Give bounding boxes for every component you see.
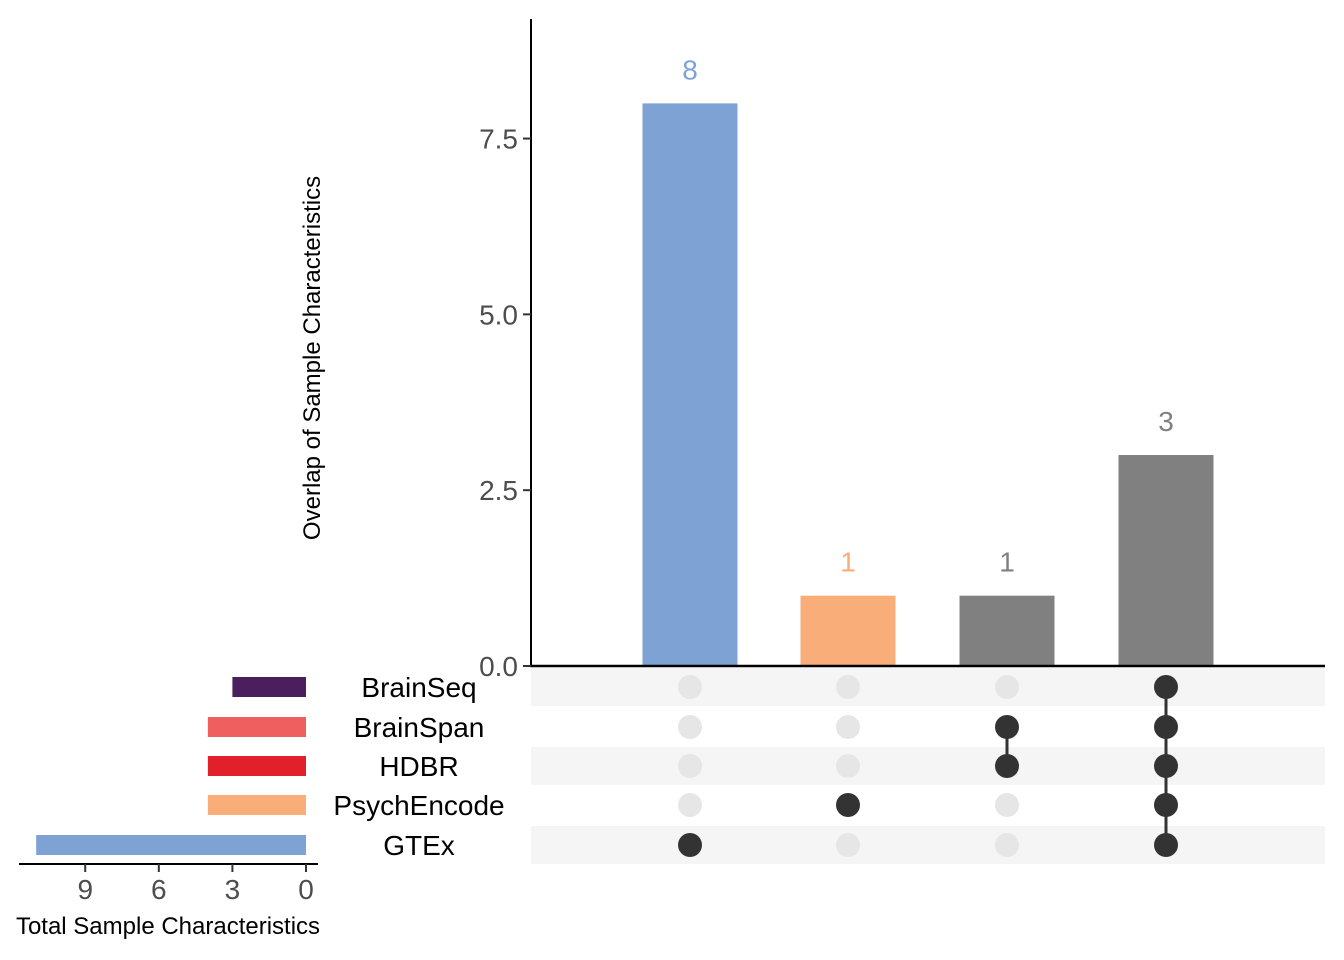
intersection-bar-value: 1 (840, 547, 856, 578)
set-size-axis: 9 6 3 0 (19, 863, 318, 905)
set-labels: BrainSeq BrainSpan HDBR PsychEncode GTEx (333, 672, 504, 861)
matrix-dot-filled (1154, 833, 1178, 857)
matrix-dot-filled (1154, 754, 1178, 778)
matrix-dot-empty (678, 675, 702, 699)
matrix-dot-empty (678, 754, 702, 778)
set-label-brainseq: BrainSeq (361, 672, 476, 703)
intersection-bar-psychencode (800, 595, 896, 666)
intersection-y-axis: 0.0 2.5 5.0 7.5 (479, 19, 1325, 682)
y-axis-title: Overlap of Sample Characteristics (299, 176, 326, 540)
matrix-dot-filled (995, 715, 1019, 739)
matrix-dot-filled (1154, 715, 1178, 739)
matrix-background (531, 668, 1325, 864)
set-size-bar-brainspan (207, 717, 306, 737)
intersection-matrix (678, 675, 1178, 857)
matrix-dot-empty (995, 793, 1019, 817)
set-size-tick-label: 0 (298, 874, 314, 905)
matrix-dot-filled (836, 793, 860, 817)
matrix-row-stripe-gtex (531, 826, 1325, 864)
set-size-bar-psychencode (207, 795, 306, 815)
matrix-dot-filled (995, 754, 1019, 778)
set-label-gtex: GTEx (383, 830, 455, 861)
set-size-bar-brainseq (232, 677, 306, 697)
intersection-bar-brainspan-hdbr (959, 595, 1055, 666)
matrix-dot-empty (836, 833, 860, 857)
set-label-hdbr: HDBR (379, 751, 458, 782)
intersection-bar-value: 3 (1158, 406, 1174, 437)
matrix-dot-filled (1154, 793, 1178, 817)
matrix-row-stripe-brainseq (531, 668, 1325, 706)
matrix-dot-empty (836, 675, 860, 699)
y-tick-label: 7.5 (479, 124, 518, 155)
matrix-dot-empty (995, 833, 1019, 857)
set-size-bar-gtex (36, 835, 307, 855)
intersection-bars (642, 103, 1214, 667)
intersection-bar-gtex (642, 103, 738, 667)
set-size-axis-title: Total Sample Characteristics (16, 913, 320, 940)
intersection-bar-labels: 8 1 1 3 (682, 54, 1174, 577)
intersection-bar-value: 8 (682, 54, 698, 85)
y-tick-label: 2.5 (479, 475, 518, 506)
intersection-bar-value: 1 (999, 547, 1015, 578)
matrix-dot-empty (995, 675, 1019, 699)
set-size-tick-label: 6 (151, 874, 167, 905)
set-label-psychencode: PsychEncode (333, 790, 504, 821)
matrix-dot-filled (1154, 675, 1178, 699)
matrix-row-stripe-hdbr (531, 747, 1325, 785)
matrix-dot-empty (678, 793, 702, 817)
matrix-dot-filled (678, 833, 702, 857)
set-size-tick-label: 3 (225, 874, 241, 905)
intersection-bar-brainseq-brainspan-hdbr-psychencode-gtex (1118, 455, 1214, 666)
set-size-bar-hdbr (207, 756, 306, 776)
matrix-dot-empty (836, 715, 860, 739)
set-size-bars (36, 677, 307, 855)
y-tick-label: 0.0 (479, 651, 518, 682)
y-tick-label: 5.0 (479, 299, 518, 330)
matrix-dot-empty (836, 754, 860, 778)
set-label-brainspan: BrainSpan (354, 712, 485, 743)
set-size-tick-label: 9 (77, 874, 93, 905)
matrix-dot-empty (678, 715, 702, 739)
